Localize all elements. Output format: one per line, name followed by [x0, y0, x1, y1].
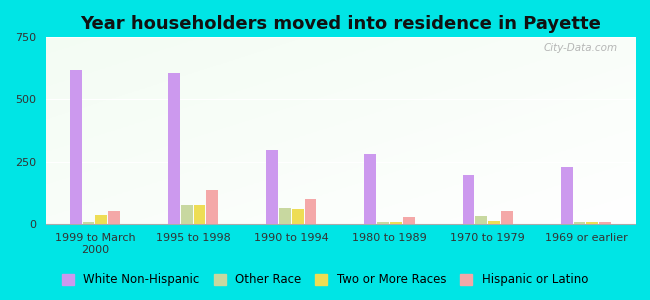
- Bar: [390, 222, 402, 224]
- Bar: [501, 211, 513, 224]
- Bar: [365, 154, 376, 224]
- Bar: [403, 218, 415, 224]
- Bar: [599, 222, 611, 224]
- Bar: [305, 199, 317, 224]
- Bar: [561, 167, 573, 224]
- Bar: [181, 205, 192, 224]
- Bar: [475, 216, 488, 224]
- Bar: [70, 70, 82, 224]
- Bar: [207, 190, 218, 224]
- Bar: [279, 208, 291, 224]
- Bar: [83, 222, 94, 224]
- Bar: [488, 221, 500, 224]
- Bar: [463, 175, 474, 224]
- Bar: [96, 215, 107, 224]
- Bar: [266, 150, 278, 224]
- Bar: [574, 222, 586, 224]
- Bar: [194, 205, 205, 224]
- Legend: White Non-Hispanic, Other Race, Two or More Races, Hispanic or Latino: White Non-Hispanic, Other Race, Two or M…: [57, 269, 593, 291]
- Bar: [168, 74, 180, 224]
- Bar: [586, 222, 598, 224]
- Title: Year householders moved into residence in Payette: Year householders moved into residence i…: [80, 15, 601, 33]
- Bar: [108, 211, 120, 224]
- Text: City-Data.com: City-Data.com: [543, 43, 618, 53]
- Bar: [377, 222, 389, 224]
- Bar: [292, 209, 304, 224]
